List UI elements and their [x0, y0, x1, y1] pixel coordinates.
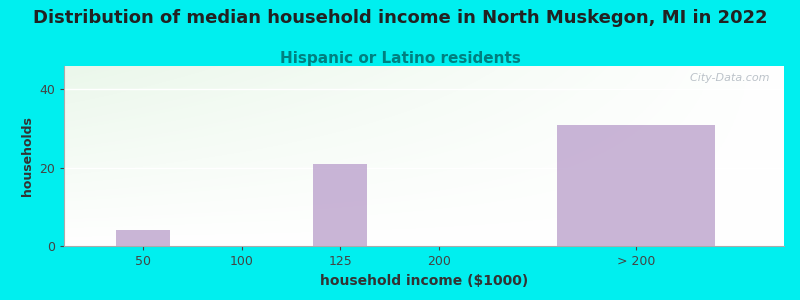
X-axis label: household income ($1000): household income ($1000)	[320, 274, 528, 288]
Y-axis label: households: households	[21, 116, 34, 196]
Text: Hispanic or Latino residents: Hispanic or Latino residents	[279, 51, 521, 66]
Bar	[557, 125, 715, 246]
Bar	[313, 164, 367, 246]
Text: Distribution of median household income in North Muskegon, MI in 2022: Distribution of median household income …	[33, 9, 767, 27]
Bar	[116, 230, 170, 246]
Text: City-Data.com: City-Data.com	[683, 73, 770, 83]
